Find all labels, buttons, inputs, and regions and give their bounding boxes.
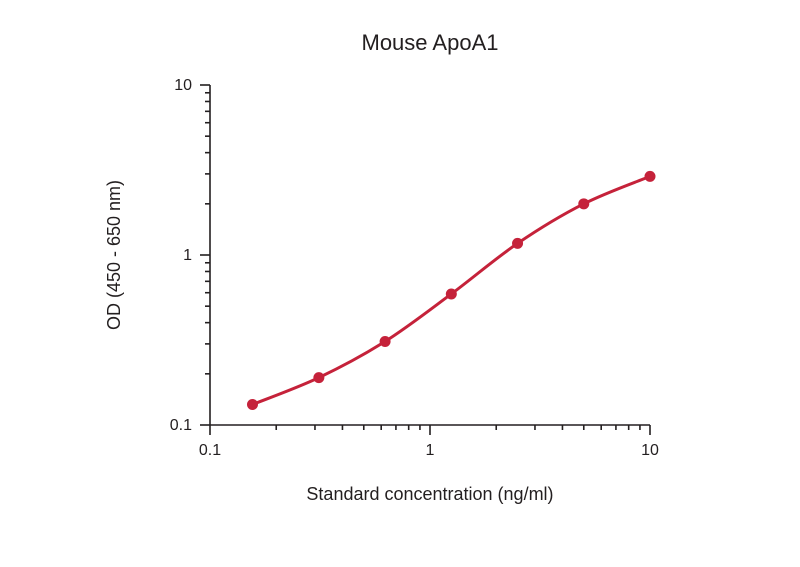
standard-curve-chart: Mouse ApoA1 Standard concentration (ng/m… [0,0,800,567]
x-tick-label: 0.1 [199,442,221,459]
y-axis-label: OD (450 - 650 nm) [104,180,124,330]
data-markers [247,171,656,410]
tick-labels: 0.1 1 10 0.1 1 10 [170,77,659,459]
x-tick-label: 10 [641,442,659,459]
y-tick-label: 0.1 [170,417,192,434]
data-point [512,238,523,249]
y-tick-label: 10 [174,77,192,94]
data-point [247,399,258,410]
data-point [446,288,457,299]
tick-marks [200,85,650,435]
chart-container: { "chart": { "type": "line", "title": "M… [0,0,800,567]
y-tick-label: 1 [183,247,192,264]
data-point [645,171,656,182]
chart-title: Mouse ApoA1 [362,30,499,55]
x-tick-label: 1 [426,442,435,459]
axes [210,85,650,425]
data-point [380,336,391,347]
data-point [313,372,324,383]
x-axis-label: Standard concentration (ng/ml) [306,484,553,504]
data-point [578,198,589,209]
